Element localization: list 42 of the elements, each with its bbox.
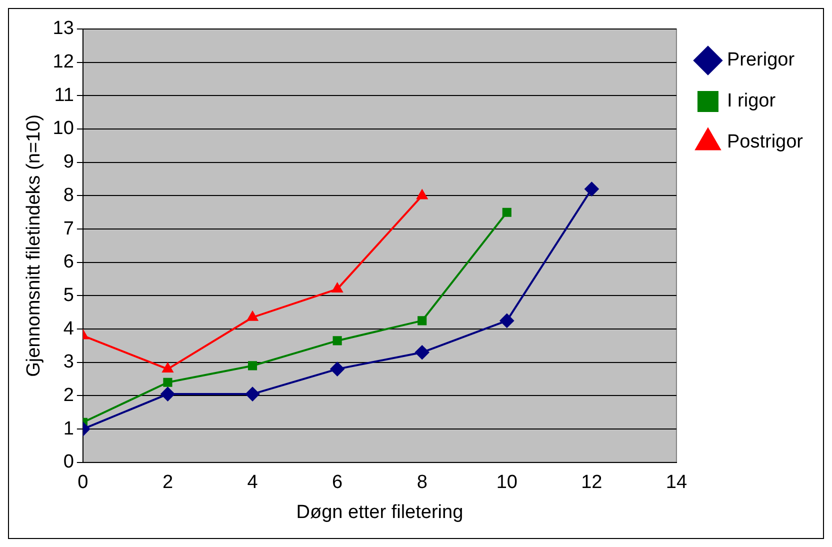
- point: [248, 361, 258, 370]
- point: [500, 314, 514, 328]
- point: [332, 283, 343, 293]
- x-tick-label: 8: [416, 472, 428, 494]
- point: [163, 378, 172, 387]
- point: [246, 387, 260, 402]
- point: [418, 316, 427, 326]
- y-tick-label: 7: [63, 218, 74, 240]
- y-tick-label: 10: [52, 118, 74, 140]
- y-tick-label: 5: [63, 284, 74, 306]
- y-axis-title: Gjennomsnitt filetindeks (n=10): [24, 114, 45, 377]
- legend-label: Postrigor: [726, 132, 804, 153]
- point: [502, 208, 512, 217]
- point: [584, 182, 599, 196]
- y-tick-label: 13: [52, 18, 74, 40]
- point: [162, 363, 174, 373]
- y-tick-label: 3: [63, 352, 74, 373]
- x-tick-label: 10: [496, 472, 518, 494]
- y-tick-label: 1: [63, 418, 74, 440]
- point: [416, 190, 428, 200]
- x-tick-label: 2: [162, 472, 174, 494]
- x-tick-label: 12: [581, 472, 602, 494]
- x-tick-label: 6: [332, 472, 343, 494]
- point: [415, 345, 430, 360]
- y-tick-label: 0: [63, 452, 74, 473]
- legend-label: Prerigor: [726, 50, 796, 71]
- y-tick-label: 9: [63, 152, 74, 173]
- point: [330, 362, 344, 376]
- y-tick-label: 4: [63, 318, 74, 340]
- x-tick-label: 0: [78, 472, 88, 494]
- x-tick-label: 4: [247, 472, 258, 494]
- y-tick-label: 8: [63, 184, 74, 206]
- y-tick-label: 12: [52, 52, 74, 73]
- y-tick-label: 11: [54, 84, 74, 106]
- y-tick-label: 2: [63, 384, 74, 406]
- x-tick-label: 14: [666, 472, 688, 494]
- point: [332, 336, 342, 346]
- x-axis-title: Døgn etter filetering: [296, 502, 464, 523]
- legend-label: I rigor: [726, 90, 776, 112]
- point: [247, 311, 258, 321]
- y-tick-label: 6: [63, 252, 74, 273]
- point: [160, 387, 175, 402]
